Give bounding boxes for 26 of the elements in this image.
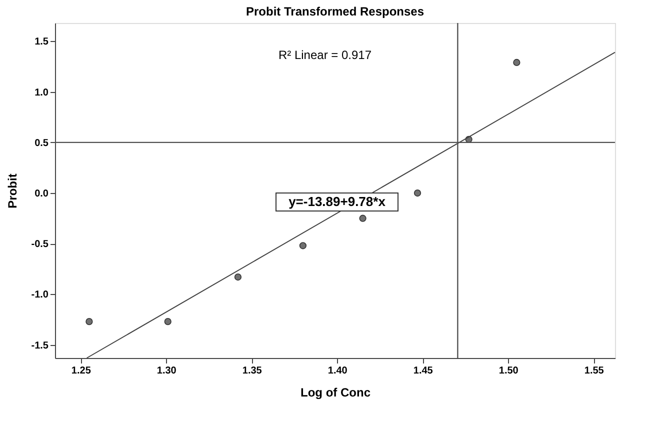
x-tick-label: 1.30: [156, 366, 177, 376]
x-tick-label: 1.50: [498, 366, 519, 376]
y-tick-label: -1.0: [31, 290, 49, 301]
x-tick-label: 1.45: [413, 366, 434, 376]
y-tick-label: -1.5: [31, 340, 49, 352]
y-tick-label: 0.0: [34, 188, 49, 200]
x-tick-label: 1.55: [584, 366, 604, 376]
x-axis-title: Log of Conc: [300, 386, 371, 400]
y-tick-label: 1.5: [34, 36, 49, 48]
point: [359, 214, 366, 222]
y-axis-title: Probit: [5, 174, 20, 208]
point: [299, 242, 306, 250]
y-tick-label: -0.5: [31, 239, 49, 250]
point: [513, 58, 520, 66]
x-tick-label: 1.25: [71, 366, 92, 376]
annotation: y=-13.89+9.78*x: [288, 194, 386, 209]
y-tick-label: 0.5: [34, 138, 49, 149]
x-tick-label: 1.40: [328, 366, 348, 376]
annotation: R² Linear = 0.917: [278, 48, 372, 62]
x-tick-label: 1.35: [242, 366, 262, 376]
point: [414, 189, 422, 197]
y-tick-label: 1.0: [34, 87, 49, 98]
point: [164, 318, 172, 326]
chart-title: Probit Transformed Responses: [246, 4, 424, 18]
point: [234, 273, 242, 281]
point: [86, 318, 93, 326]
